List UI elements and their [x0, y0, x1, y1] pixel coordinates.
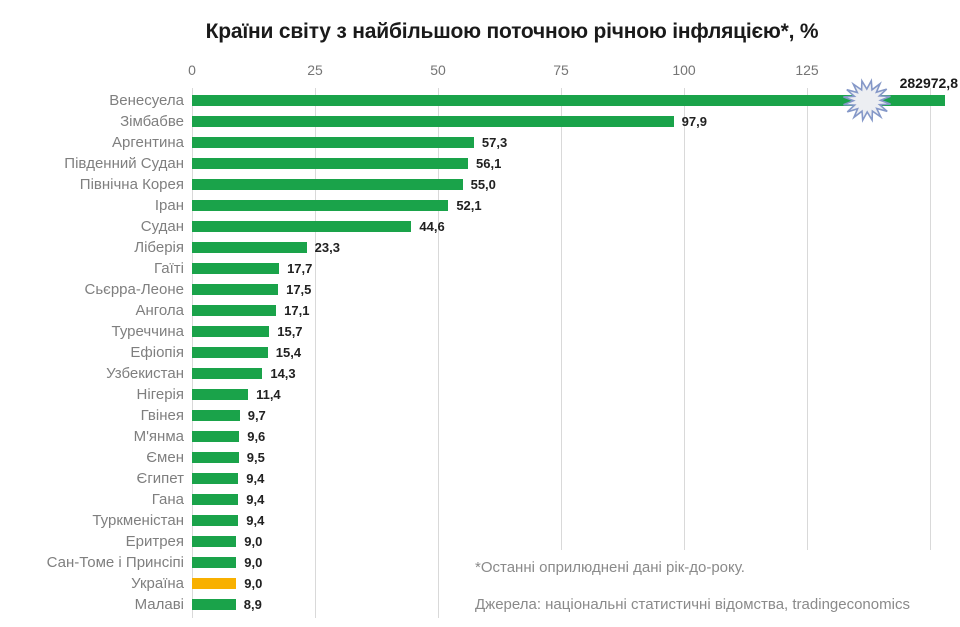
x-axis-tick: 50	[430, 62, 446, 78]
category-label: Малаві	[134, 596, 184, 613]
category-label: Україна	[131, 575, 184, 592]
category-label: Ліберія	[134, 239, 184, 256]
category-label: Сьєрра-Леоне	[84, 281, 184, 298]
value-label: 57,3	[481, 135, 508, 150]
category-label: Еритрея	[125, 533, 184, 550]
value-label: 17,7	[287, 261, 313, 276]
bar	[192, 221, 412, 232]
bar	[192, 305, 277, 316]
value-label: 11,4	[256, 387, 281, 402]
x-axis-tick: 0	[188, 62, 196, 78]
bar	[192, 158, 468, 169]
gridline	[684, 88, 685, 618]
bar	[192, 263, 280, 274]
bar	[192, 242, 307, 253]
value-label: 14,3	[270, 366, 296, 381]
bar	[192, 95, 945, 106]
bar	[192, 431, 240, 442]
bar	[192, 599, 236, 610]
bar	[192, 116, 674, 127]
bar	[192, 389, 249, 400]
value-label: 15,4	[275, 345, 302, 360]
axis-break-burst-icon	[843, 78, 891, 123]
value-label: 9,4	[246, 492, 265, 507]
value-label: 52,1	[456, 198, 482, 213]
value-label: 9,5	[246, 450, 265, 465]
bar	[192, 410, 240, 421]
bar	[192, 179, 463, 190]
category-label: Туреччина	[111, 323, 184, 340]
footnote-block: *Останні оприлюднені дані рік-до-року. Д…	[456, 550, 960, 627]
category-label: Південний Судан	[64, 155, 184, 172]
value-label: 9,0	[244, 534, 263, 549]
gridline	[930, 88, 931, 618]
category-label: Ангола	[135, 302, 184, 319]
bar	[192, 284, 279, 295]
category-label: Сан-Томе і Принсіпі	[46, 554, 184, 571]
category-label: Гана	[151, 491, 184, 508]
venezuela-value-label: 282972,8	[899, 75, 958, 91]
bar	[192, 347, 268, 358]
category-label: Північна Корея	[79, 176, 184, 193]
value-label: 9,7	[247, 408, 266, 423]
value-label: 17,1	[284, 303, 310, 318]
x-axis-tick: 25	[307, 62, 323, 78]
category-label: М'янма	[133, 428, 184, 445]
bar	[192, 578, 237, 589]
category-label: Іран	[154, 197, 184, 214]
value-label: 56,1	[476, 156, 502, 171]
value-label: 9,4	[246, 471, 265, 486]
bar	[192, 515, 239, 526]
gridline	[438, 88, 439, 618]
category-label: Туркменістан	[92, 512, 184, 529]
footnote-note: *Останні оприлюднені дані рік-до-року.	[475, 559, 745, 576]
bar	[192, 368, 263, 379]
x-axis-tick: 75	[553, 62, 569, 78]
value-label: 9,4	[246, 513, 265, 528]
category-label: Ефіопія	[130, 344, 184, 361]
category-label: Узбекистан	[106, 365, 184, 382]
bar	[192, 452, 239, 463]
bar	[192, 200, 449, 211]
bar	[192, 557, 237, 568]
category-label: Аргентина	[112, 134, 184, 151]
bar	[192, 326, 270, 337]
x-axis-tick: 125	[795, 62, 819, 78]
value-label: 9,0	[244, 555, 263, 570]
gridline	[807, 88, 808, 618]
category-label: Єгипет	[136, 470, 184, 487]
footnote-sources: Джерела: національні статистичні відомст…	[475, 596, 910, 613]
value-label: 15,7	[277, 324, 303, 339]
category-label: Гаїті	[154, 260, 184, 277]
value-label: 23,3	[314, 240, 340, 255]
gridline	[315, 88, 316, 618]
value-label: 97,9	[681, 114, 707, 129]
chart-title: Країни світу з найбільшою поточною річно…	[205, 20, 819, 43]
value-label: 44,6	[419, 219, 445, 234]
gridline	[561, 88, 562, 618]
value-label: 9,0	[244, 576, 263, 591]
category-label: Венесуела	[109, 92, 184, 109]
value-label: 9,6	[247, 429, 266, 444]
value-label: 55,0	[470, 177, 496, 192]
value-label: 8,9	[243, 597, 262, 612]
category-label: Нігерія	[136, 386, 184, 403]
bar	[192, 473, 239, 484]
bar	[192, 137, 474, 148]
category-label: Ємен	[146, 449, 184, 466]
category-label: Зімбабве	[120, 113, 184, 130]
bar	[192, 536, 237, 547]
value-label: 17,5	[286, 282, 312, 297]
category-label: Судан	[140, 218, 184, 235]
bar	[192, 494, 239, 505]
x-axis-tick: 100	[672, 62, 696, 78]
category-label: Гвінея	[140, 407, 184, 424]
